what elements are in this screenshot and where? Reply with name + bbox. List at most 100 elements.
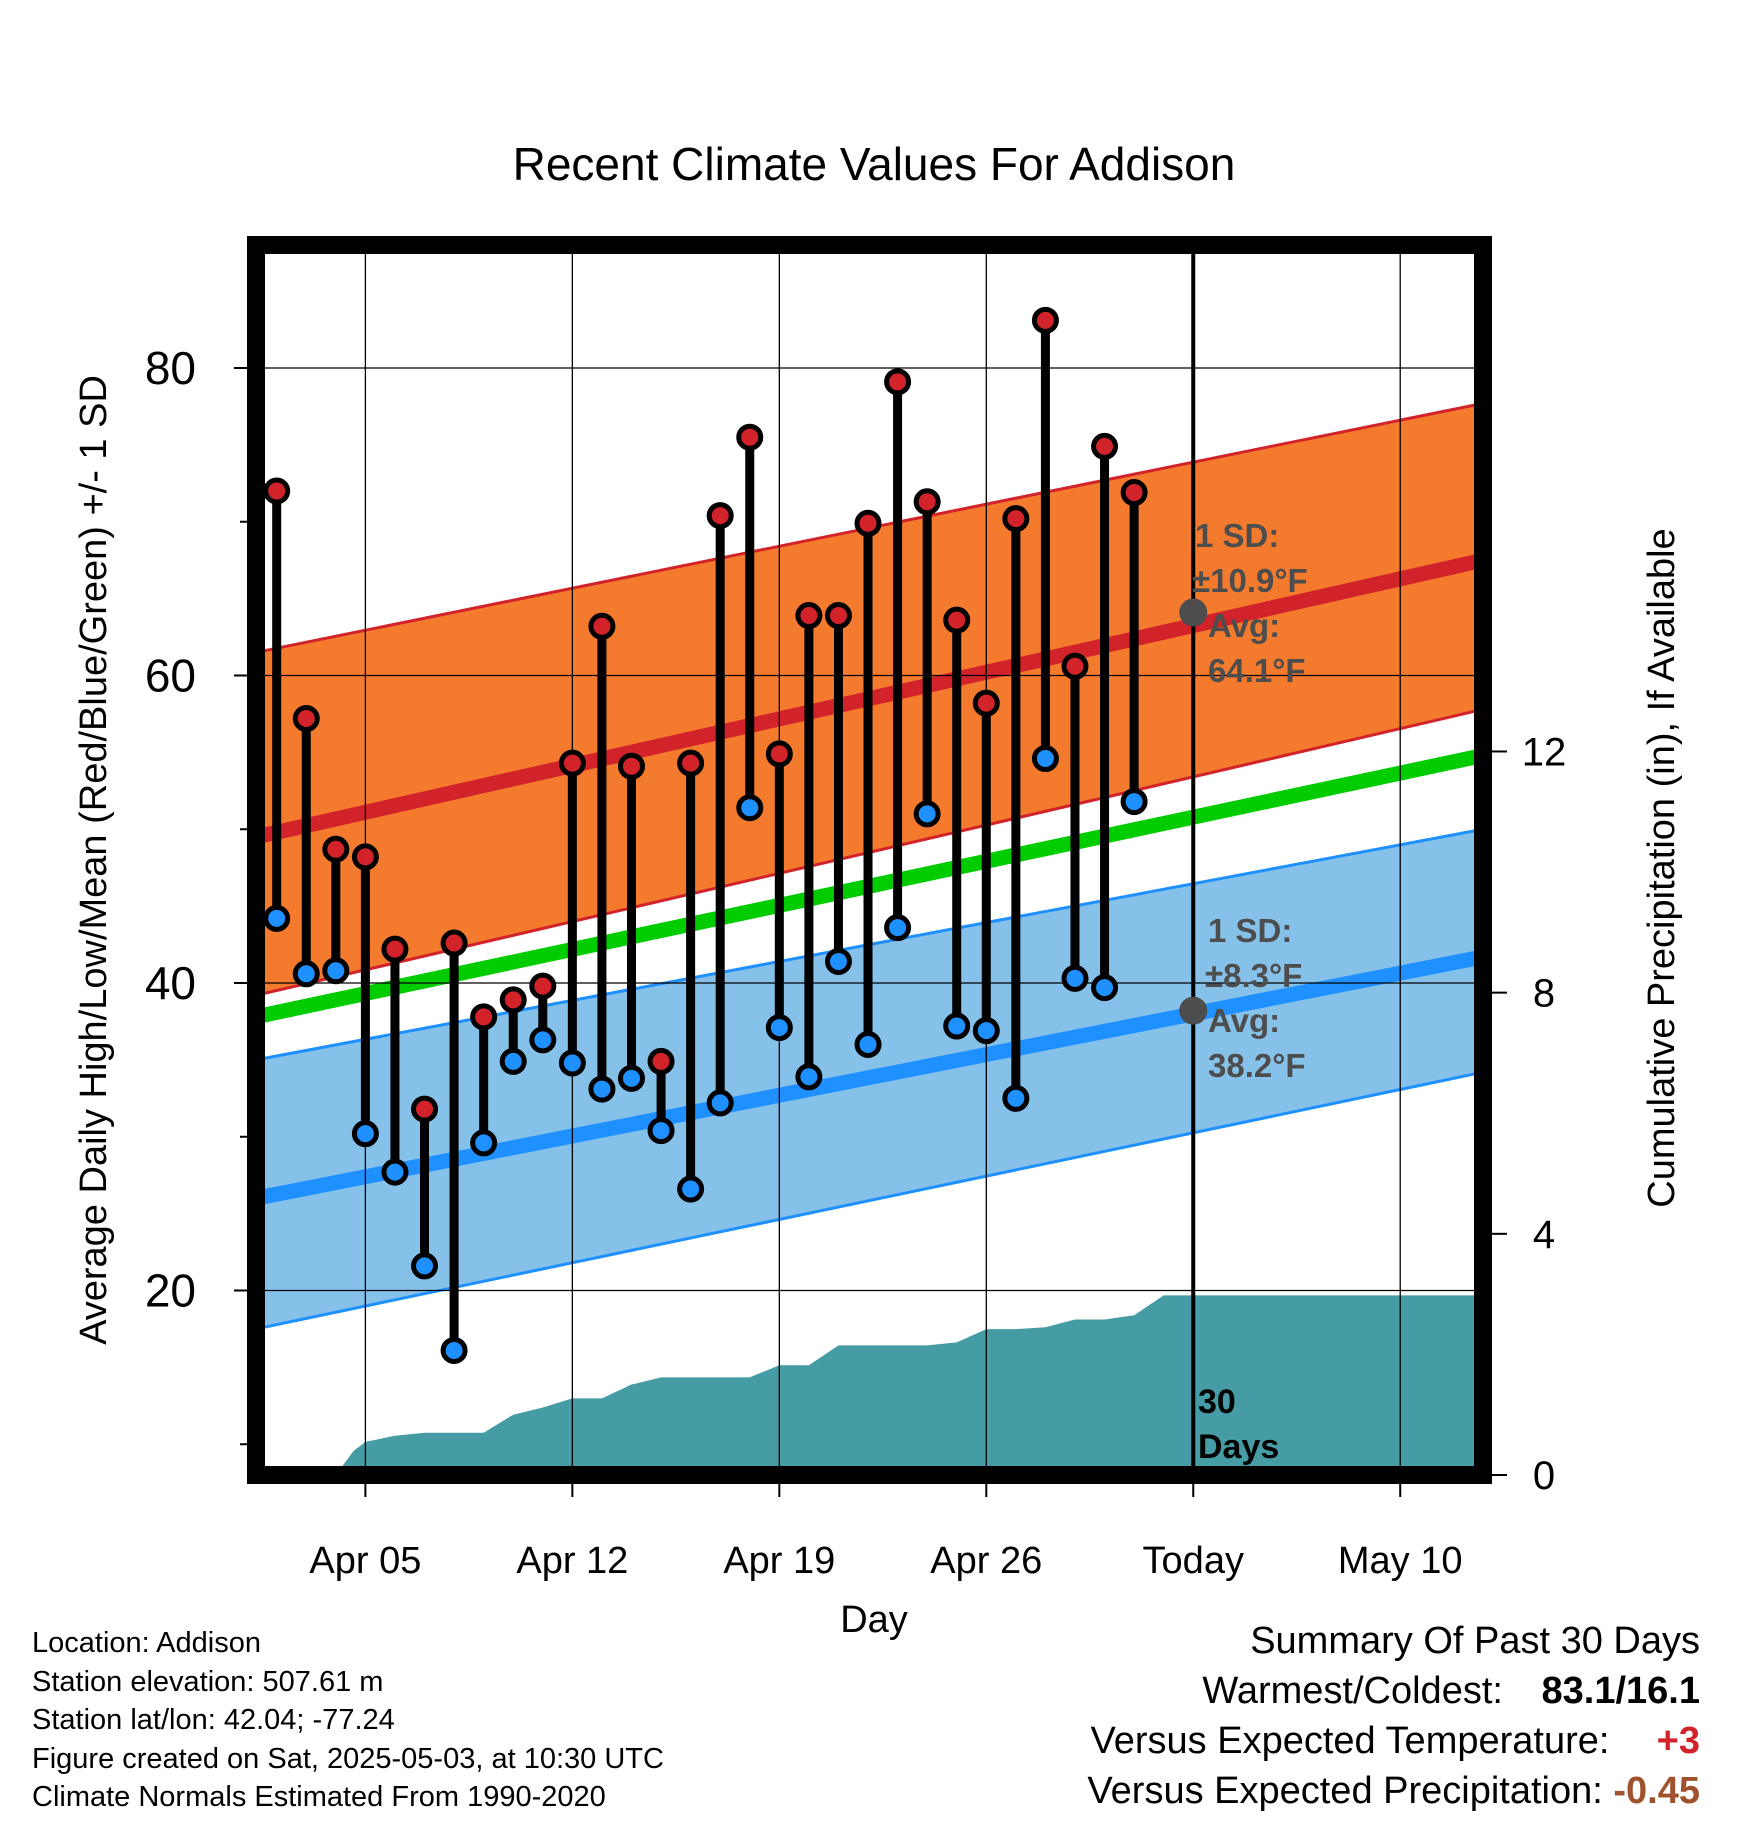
x-tick-label: May 10: [1338, 1540, 1463, 1582]
daily-high-point: [558, 749, 586, 777]
y-right-tick-label: 4: [1533, 1213, 1555, 1257]
high-avg-value: 64.1°F: [1208, 652, 1306, 689]
days-word-label: Days: [1198, 1428, 1279, 1466]
daily-low-point: [795, 1063, 823, 1091]
daily-high-point: [1091, 432, 1119, 460]
y-left-tick-label: 40: [145, 957, 196, 1009]
daily-low-point: [263, 904, 291, 932]
daily-high-point: [292, 705, 320, 733]
daily-low-point: [292, 960, 320, 988]
x-tick-label: Apr 05: [309, 1540, 421, 1582]
daily-low-point: [1091, 974, 1119, 1002]
daily-low-point: [824, 947, 852, 975]
precip-anomaly-label: Versus Expected Precipitation:: [1087, 1770, 1603, 1812]
high-sd-label: 1 SD:: [1195, 517, 1279, 554]
daily-high-point: [411, 1095, 439, 1123]
x-tick-label: Apr 19: [723, 1540, 835, 1582]
low-avg-value: 38.2°F: [1208, 1047, 1306, 1084]
daily-low-point: [884, 914, 912, 942]
normals-text: Climate Normals Estimated From 1990-2020: [32, 1781, 606, 1813]
daily-low-point: [381, 1158, 409, 1186]
daily-high-point: [1061, 652, 1089, 680]
summary-title: Summary Of Past 30 Days: [1250, 1620, 1700, 1662]
y-axis-left-title: Average Daily High/Low/Mean (Red/Blue/Gr…: [73, 375, 115, 1345]
chart-title: Recent Climate Values For Addison: [513, 138, 1236, 190]
daily-high-point: [351, 843, 379, 871]
x-tick-label: Apr 26: [930, 1540, 1042, 1582]
warmest-coldest-label: Warmest/Coldest:: [1202, 1670, 1503, 1712]
y-axis-right-title: Cumulative Precipitation (in), If Availa…: [1641, 528, 1683, 1207]
daily-high-point: [529, 972, 557, 1000]
days-count-label: 30: [1198, 1383, 1236, 1421]
daily-low-point: [736, 794, 764, 822]
daily-high-point: [972, 689, 1000, 717]
y-right-tick-label: 0: [1533, 1454, 1555, 1498]
daily-low-point: [411, 1252, 439, 1280]
daily-low-point: [617, 1064, 645, 1092]
daily-high-point: [647, 1047, 675, 1075]
x-axis-title: Day: [840, 1599, 908, 1641]
daily-high-point: [381, 935, 409, 963]
y-left-tick-label: 20: [145, 1265, 196, 1317]
precip-area: [256, 1295, 1483, 1475]
daily-high-point: [706, 502, 734, 530]
today-low-avg-marker: [1179, 996, 1208, 1025]
daily-high-point: [440, 929, 468, 957]
plot-area: 1 SD: ±10.9°F Avg: 64.1°F 1 SD: ±8.3°F Avg: 38.…: [145, 236, 1567, 1582]
daily-high-point: [499, 986, 527, 1014]
normal-low-line: [254, 949, 1485, 1206]
daily-high-point: [470, 1003, 498, 1031]
y-left-tick-label: 60: [145, 650, 196, 702]
warmest-coldest-value: 83.1/16.1: [1541, 1670, 1700, 1712]
high-avg-label: Avg:: [1208, 607, 1280, 644]
daily-low-point: [499, 1047, 527, 1075]
daily-low-point: [351, 1120, 379, 1148]
daily-high-point: [263, 477, 291, 505]
daily-low-point: [943, 1012, 971, 1040]
daily-low-point: [1031, 745, 1059, 773]
daily-low-point: [1002, 1084, 1030, 1112]
daily-high-point: [943, 606, 971, 634]
daily-high-point: [824, 602, 852, 630]
daily-high-point: [588, 612, 616, 640]
daily-high-point: [1002, 505, 1030, 533]
daily-low-point: [529, 1026, 557, 1054]
plot-frame: [247, 236, 1492, 1484]
daily-low-point: [647, 1117, 675, 1145]
low-sd-label: 1 SD:: [1208, 912, 1292, 949]
daily-low-point: [706, 1089, 734, 1117]
daily-high-point: [854, 509, 882, 537]
low-sd-value: ±8.3°F: [1205, 957, 1302, 994]
x-tick-label: Apr 12: [516, 1540, 628, 1582]
x-tick-label: Today: [1143, 1540, 1244, 1582]
y-right-tick-label: 12: [1522, 730, 1567, 774]
y-left-tick-label: 80: [145, 342, 196, 394]
daily-high-point: [322, 835, 350, 863]
daily-low-point: [677, 1175, 705, 1203]
daily-high-point: [736, 423, 764, 451]
daily-high-point: [765, 740, 793, 768]
created-text: Figure created on Sat, 2025-05-03, at 10…: [32, 1742, 664, 1775]
daily-high-point: [913, 488, 941, 516]
daily-high-point: [884, 368, 912, 396]
y-right-tick-label: 8: [1533, 972, 1555, 1016]
daily-low-point: [558, 1049, 586, 1077]
daily-high-point: [677, 749, 705, 777]
summary-panel: Summary Of Past 30 Days Warmest/Coldest:…: [1087, 1616, 1700, 1816]
station-info: Location: Addison Station elevation: 507…: [32, 1624, 664, 1817]
today-high-avg-marker: [1179, 598, 1208, 627]
elevation-text: Station elevation: 507.61 m: [32, 1665, 384, 1698]
daily-low-point: [440, 1336, 468, 1364]
daily-low-point: [1061, 964, 1089, 992]
daily-low-point: [470, 1129, 498, 1157]
daily-low-point: [765, 1014, 793, 1042]
daily-high-point: [617, 752, 645, 780]
daily-low-point: [588, 1075, 616, 1103]
daily-low-point: [1120, 788, 1148, 816]
daily-low-point: [854, 1031, 882, 1058]
high-sd-value: ±10.9°F: [1192, 562, 1308, 599]
daily-high-point: [795, 602, 823, 630]
latlon-text: Station lat/lon: 42.04; -77.24: [32, 1704, 395, 1736]
daily-high-point: [1031, 306, 1059, 334]
